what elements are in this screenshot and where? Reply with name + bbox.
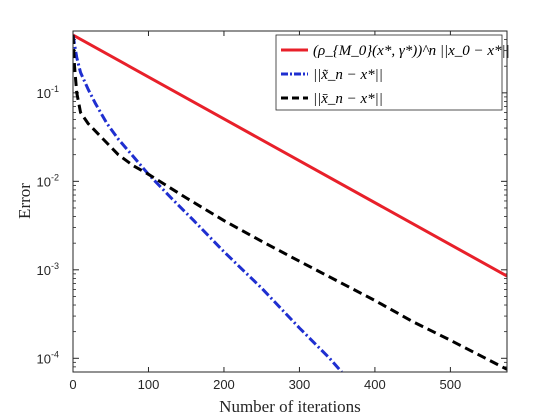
y-tick-label: 10-3 [37, 261, 59, 278]
y-axis-title: Error [15, 183, 34, 219]
x-tick-label: 400 [364, 377, 386, 392]
legend: (ρ_{M_0}(x*, γ*))^n ||x_0 − x*|| ||x̃_n −… [275, 34, 510, 111]
y-tick-exponent: -1 [51, 84, 59, 94]
x-tick-label: 200 [213, 377, 235, 392]
legend-entries: (ρ_{M_0}(x*, γ*))^n ||x_0 − x*|| ||x̃_n −… [281, 43, 510, 107]
y-tick-exponent: -3 [51, 261, 59, 271]
x-tick-label: 300 [289, 377, 311, 392]
x-axis-title: Number of iterations [219, 397, 361, 416]
legend-label-1: (ρ_{M_0}(x*, γ*))^n ||x_0 − x*|| [313, 43, 510, 59]
x-tick-labels: 0 100 200 300 400 500 [69, 377, 461, 392]
legend-label-2: ||x̃_n − x*|| [313, 67, 383, 83]
x-tick-label: 0 [69, 377, 76, 392]
series-layer [73, 33, 507, 372]
y-tick-label: 10-2 [37, 172, 59, 189]
plot-frame [72, 30, 508, 373]
legend-label-3: ||x̄_n − x*|| [313, 91, 383, 107]
legend-box [275, 34, 503, 111]
y-tick-exponent: -2 [51, 172, 59, 182]
series-line-1 [73, 33, 507, 278]
series-line-2 [73, 34, 343, 372]
series-line-3 [73, 34, 507, 371]
y-tick-label: 10-4 [37, 349, 59, 366]
y-tick-labels: 10-4 10-3 10-2 10-1 [37, 84, 59, 366]
y-tick-exponent: -4 [51, 349, 59, 359]
x-tick-label: 100 [138, 377, 160, 392]
x-tick-label: 500 [440, 377, 462, 392]
y-tick-label: 10-1 [37, 84, 59, 101]
